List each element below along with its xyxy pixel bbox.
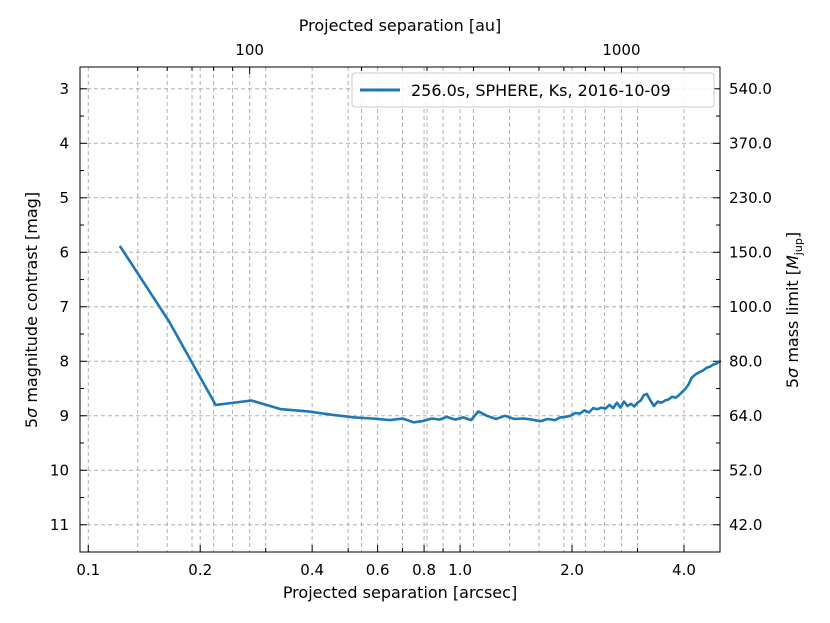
grid-lines bbox=[80, 67, 720, 552]
series-layer bbox=[119, 245, 722, 424]
legend: 256.0s, SPHERE, Ks, 2016-10-09 bbox=[351, 72, 715, 108]
right-y-axis-title-prefix: 5 bbox=[783, 378, 802, 388]
y2-tick-label: 100.0 bbox=[729, 298, 772, 316]
y2-tick-label: 42.0 bbox=[729, 516, 762, 534]
top-x-axis-title: Projected separation [au] bbox=[299, 16, 502, 35]
y-tick-label: 9 bbox=[59, 407, 69, 425]
legend-box bbox=[351, 72, 715, 108]
x-axis-title: Projected separation [arcsec] bbox=[283, 583, 517, 602]
y-tick-label: 4 bbox=[59, 134, 69, 152]
x-tick-label: 0.1 bbox=[76, 561, 100, 579]
y2-tick-label: 370.0 bbox=[729, 134, 772, 152]
right-y-axis-title-mid: mass limit [ bbox=[783, 269, 802, 368]
y-tick-label: 7 bbox=[59, 298, 69, 316]
contrast-curve-line bbox=[119, 245, 722, 424]
y2-tick-label: 150.0 bbox=[729, 243, 772, 261]
y2-tick-label: 52.0 bbox=[729, 461, 762, 479]
right-y-axis-title-m: M bbox=[783, 255, 802, 269]
tick-labels: 0.1 0.2 0.4 0.6 0.8 1.0 2.0 4.0 100 1000 3 4 5 6 7 8 9 10… bbox=[50, 41, 772, 579]
x2-tick-label: 1000 bbox=[602, 41, 640, 59]
y-tick-label: 8 bbox=[59, 352, 69, 370]
axis-ticks bbox=[80, 67, 720, 552]
right-y-axis-title-end: ] bbox=[783, 232, 802, 238]
x-tick-label: 0.8 bbox=[412, 561, 436, 579]
y2-tick-label: 230.0 bbox=[729, 189, 772, 207]
x-tick-label: 4.0 bbox=[672, 561, 696, 579]
plot-frame bbox=[79, 66, 721, 553]
y2-tick-label: 64.0 bbox=[729, 407, 762, 425]
x-tick-label: 1.0 bbox=[448, 561, 472, 579]
y-tick-label: 5 bbox=[59, 189, 69, 207]
x-tick-label: 0.6 bbox=[366, 561, 390, 579]
y-tick-label: 10 bbox=[50, 461, 69, 479]
y-axis-title-sigma: σ bbox=[22, 407, 41, 418]
y-tick-label: 11 bbox=[50, 516, 69, 534]
y-tick-label: 6 bbox=[59, 243, 69, 261]
y-axis-title-rest: magnitude contrast [mag] bbox=[22, 192, 41, 408]
x-tick-label: 0.2 bbox=[188, 561, 212, 579]
y-tick-label: 3 bbox=[59, 80, 69, 98]
x-tick-label: 2.0 bbox=[560, 561, 584, 579]
x-tick-label: 0.4 bbox=[300, 561, 324, 579]
right-y-axis-title-sigma: σ bbox=[783, 367, 802, 378]
legend-series-label: 256.0s, SPHERE, Ks, 2016-10-09 bbox=[411, 81, 671, 100]
right-y-axis-title: 5σ mass limit [Mjup] bbox=[783, 232, 805, 388]
y2-tick-label: 540.0 bbox=[729, 80, 772, 98]
y-axis-title-prefix: 5 bbox=[22, 418, 41, 428]
y-axis-title: 5σ magnitude contrast [mag] bbox=[22, 192, 41, 428]
right-y-axis-title-sub: jup bbox=[792, 238, 805, 256]
y2-tick-label: 80.0 bbox=[729, 352, 762, 370]
x2-tick-label: 100 bbox=[235, 41, 264, 59]
